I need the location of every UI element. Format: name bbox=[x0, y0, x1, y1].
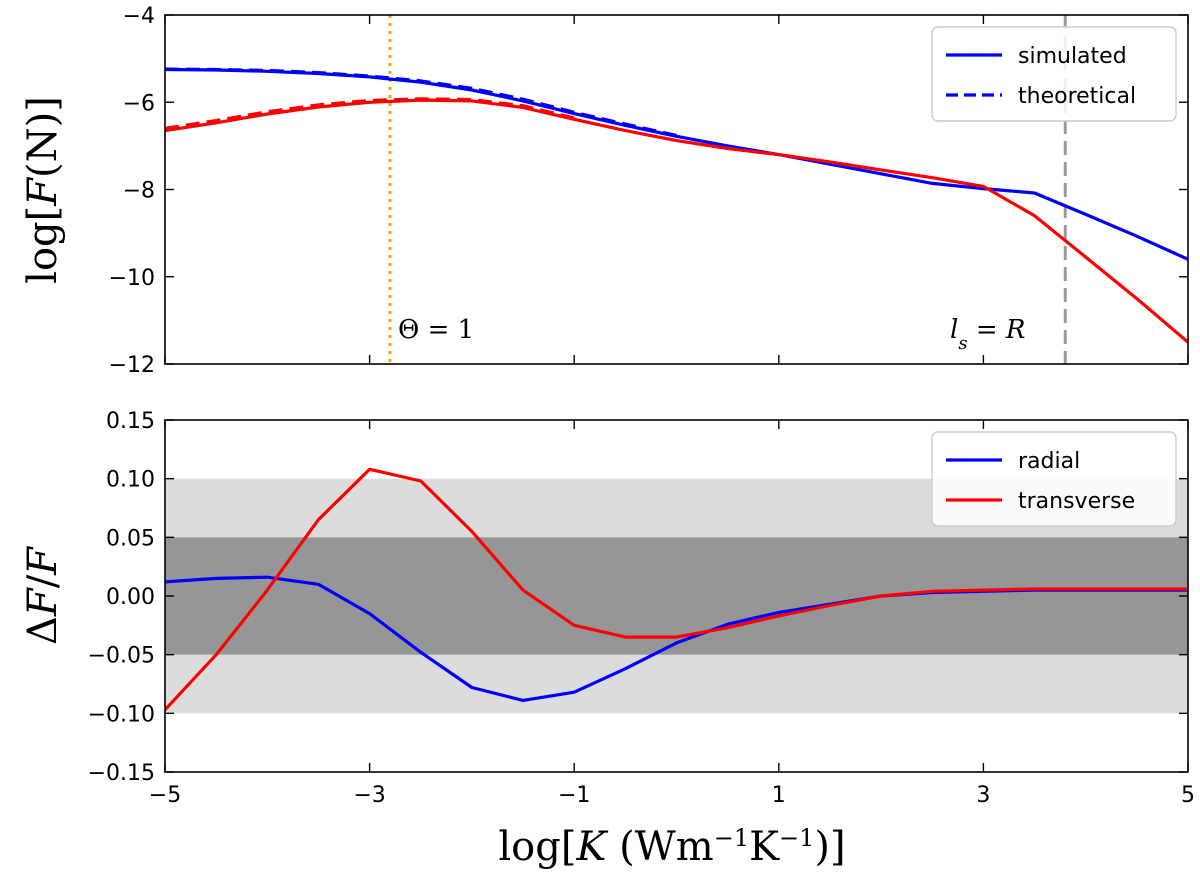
top-panel: −12 −10 −8 −6 −4 simulated theoretical bbox=[109, 4, 1189, 378]
top-series-blue-solid bbox=[165, 67, 1188, 261]
top-y-tick-label: −10 bbox=[109, 266, 155, 291]
bottom-x-tick-label: −3 bbox=[353, 783, 385, 808]
bottom-y-tick-label: −0.15 bbox=[88, 761, 155, 786]
bottom-legend: radial transverse bbox=[931, 431, 1177, 527]
top-legend-label: theoretical bbox=[1018, 84, 1136, 109]
top-y-tick-label: −12 bbox=[109, 353, 155, 378]
top-legend: simulated theoretical bbox=[931, 26, 1177, 122]
bottom-panel: −5 −3 −1 1 3 5 −0.15 −0.10 −0.05 0.00 0.05 0.10 0.15… bbox=[88, 409, 1195, 808]
top-y-tick-label: −8 bbox=[123, 179, 155, 204]
bottom-y-tick-label: 0.15 bbox=[106, 409, 155, 434]
bottom-series-transverse bbox=[165, 467, 1188, 711]
top-y-axis-label: log[F(N)] bbox=[20, 96, 66, 284]
bottom-x-tick-label: 5 bbox=[1181, 783, 1195, 808]
top-y-tick-label: −6 bbox=[123, 91, 155, 116]
x-axis-label: log[K (Wm−1K−1)] bbox=[498, 824, 845, 870]
top-legend-box bbox=[931, 26, 1177, 122]
top-series-red-solid bbox=[165, 98, 1188, 344]
bottom-x-tick-label: −5 bbox=[149, 783, 181, 808]
bottom-band-1 bbox=[165, 537, 1188, 655]
top-y-tick-label: −4 bbox=[123, 4, 155, 29]
bottom-y-tick-label: 0.05 bbox=[106, 526, 155, 551]
top-series-red-dashed bbox=[165, 97, 575, 130]
bottom-y-tick-label: −0.10 bbox=[88, 702, 155, 727]
bottom-y-axis-label: ΔF/F bbox=[20, 546, 66, 645]
bottom-x-tick-label: −1 bbox=[558, 783, 590, 808]
ls-annotation: ls = R bbox=[950, 315, 1025, 354]
top-legend-label: simulated bbox=[1018, 44, 1127, 69]
bottom-legend-label: radial bbox=[1018, 449, 1080, 474]
bottom-y-tick-label: −0.05 bbox=[88, 644, 155, 669]
bottom-x-tick-label: 3 bbox=[976, 783, 990, 808]
bottom-legend-box bbox=[931, 431, 1177, 527]
bottom-x-tick-label: 1 bbox=[772, 783, 786, 808]
theta-annotation: Θ = 1 bbox=[398, 315, 474, 345]
bottom-y-tick-label: 0.10 bbox=[106, 468, 155, 493]
bottom-y-tick-label: 0.00 bbox=[106, 585, 155, 610]
bottom-legend-label: transverse bbox=[1018, 489, 1135, 514]
